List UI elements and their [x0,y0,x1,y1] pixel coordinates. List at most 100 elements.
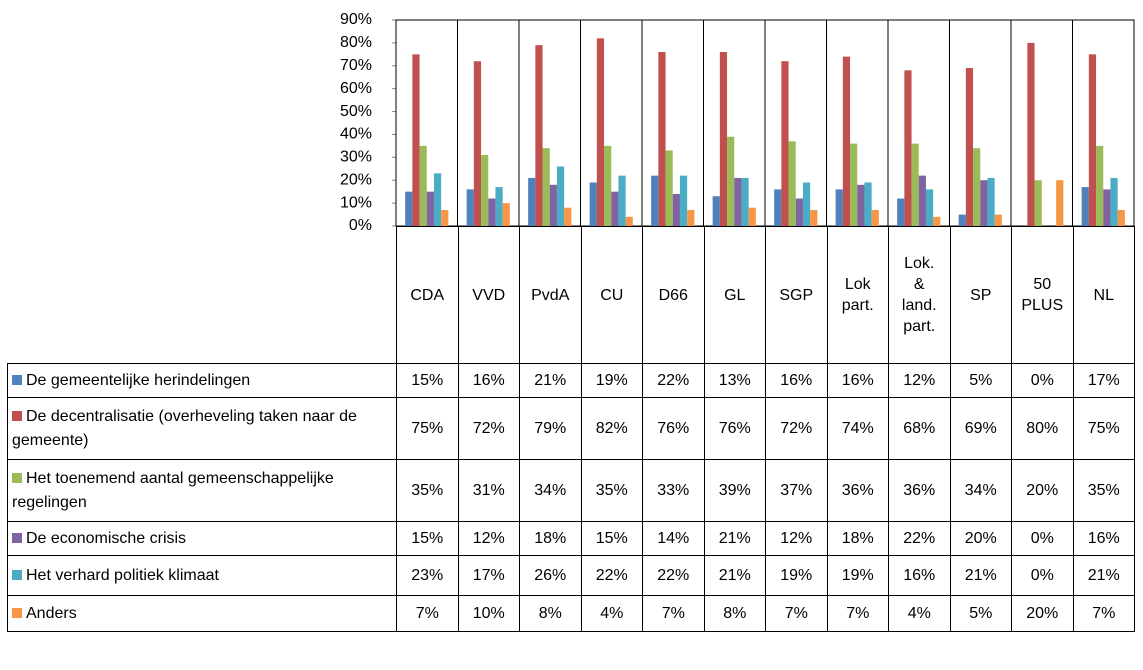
bar [604,145,612,226]
bar [405,191,413,226]
bar [994,214,1002,226]
series-row: De decentralisatie (overheveling taken n… [7,397,1135,460]
value-label: 23% [396,555,459,596]
bar [419,145,427,226]
series-row: Anders 7% 10% 8% 4% 7% 8% 7% 7% 4% 5% 20% 7% [7,595,1135,632]
series-row: Het verhard politiek klimaat 23% 17% 26% 22%… [7,555,1135,596]
y-tick-label: 90% [340,11,372,28]
y-tick-label: 20% [340,171,372,188]
bar [1110,177,1118,226]
category-label: CU [580,226,643,364]
value-label: 19% [580,363,643,398]
bar [1034,180,1042,226]
legend-label: Het toenemend aantal gemeenschappelijke … [12,469,334,511]
value-label: 79% [519,397,582,460]
bar [973,148,981,226]
bar [651,175,659,226]
bar [665,150,673,226]
value-label: 74% [826,397,889,460]
bar [712,196,720,226]
legend-cell: De gemeentelijke herindelingen [7,363,397,398]
category-label: NL [1072,226,1135,364]
value-label: 21% [703,521,766,556]
y-tick-label: 10% [340,194,372,211]
value-label: 4% [888,595,951,632]
bar [625,216,633,226]
value-label: 21% [949,555,1012,596]
value-label: 12% [765,521,828,556]
value-label: 0% [1011,555,1074,596]
bar [1056,180,1064,226]
value-label: 16% [765,363,828,398]
legend-swatch [12,410,22,421]
value-label: 5% [949,595,1012,632]
value-label: 14% [642,521,705,556]
legend-swatch [12,569,22,580]
value-label: 75% [396,397,459,460]
legend-swatch [12,532,22,543]
value-label: 7% [765,595,828,632]
legend-cell: Het verhard politiek klimaat [7,555,397,596]
bar [611,191,619,226]
legend-cell: Anders [7,595,397,632]
y-tick-label: 60% [340,80,372,97]
bar [495,187,503,226]
value-label: 68% [888,397,951,460]
value-label: 35% [1072,459,1135,522]
bar [679,175,688,226]
bar [672,193,680,226]
bar [687,209,695,226]
bar [727,136,735,226]
y-tick-label: 80% [340,34,372,51]
legend-swatch [12,374,22,385]
value-label: 34% [949,459,1012,522]
y-tick-label: 30% [340,149,372,166]
bar [918,175,926,226]
value-label: 39% [703,459,766,522]
value-label: 18% [826,521,889,556]
bar [810,209,818,226]
bar [1027,42,1035,227]
bar [412,54,420,227]
value-label: 22% [580,555,643,596]
value-label: 21% [1072,555,1135,596]
corner [7,226,397,364]
y-tick-label: 50% [340,103,372,120]
value-label: 8% [519,595,582,632]
value-label: 17% [457,555,520,596]
value-label: 16% [457,363,520,398]
legend-cell: De economische crisis [7,521,397,556]
value-label: 12% [457,521,520,556]
category-label: SGP [765,226,828,364]
value-label: 31% [457,459,520,522]
category-label: SP [949,226,1012,364]
value-label: 7% [642,595,705,632]
y-tick-label: 40% [340,126,372,143]
category-label: D66 [642,226,705,364]
bar [774,189,782,226]
value-label: 19% [826,555,889,596]
value-label: 20% [1011,595,1074,632]
value-label: 76% [642,397,705,460]
bar [958,214,966,226]
value-label: 15% [580,521,643,556]
bar [528,177,536,226]
bar [788,141,796,226]
value-label: 34% [519,459,582,522]
value-label: 69% [949,397,1012,460]
value-label: 16% [826,363,889,398]
value-label: 8% [703,595,766,632]
category-label: GL [703,226,766,364]
bar [1088,54,1097,227]
bar [802,182,811,226]
series-row: De gemeentelijke herindelingen 15% 16% 21% 1… [7,363,1135,398]
value-label: 72% [457,397,520,460]
value-label: 26% [519,555,582,596]
value-label: 35% [580,459,643,522]
category-label: Lok. & land. part. [888,226,951,364]
bar [734,177,742,226]
bar [933,216,941,226]
bar [466,189,474,226]
